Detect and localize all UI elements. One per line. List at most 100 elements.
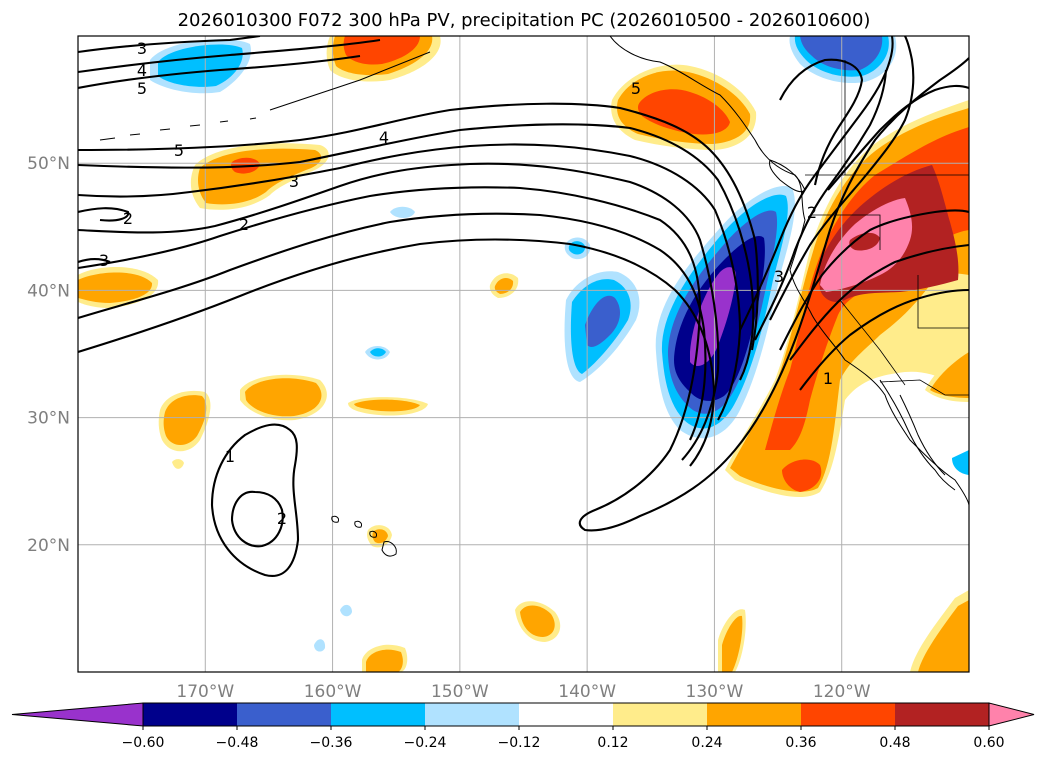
contour-label-2: 2 — [239, 215, 249, 234]
pv-contour-4-nwcoast — [769, 36, 915, 321]
pv-contour-3-north — [78, 36, 261, 54]
colorbar-tick-label: −0.48 — [216, 735, 259, 751]
pv-contour-low-1 — [210, 423, 300, 577]
contour-label-5: 5 — [631, 79, 641, 98]
colorbar-swatch — [331, 703, 426, 726]
contour-label-group: 3 4 5 5 4 3 2 3 2 5 3 1 1 2 2 — [99, 39, 833, 528]
coastline-north-america — [609, 36, 969, 506]
lat-tick-label: 50°N — [27, 154, 70, 174]
colorbar-tick-label: −0.24 — [404, 735, 447, 751]
coastline-gulf-ca — [899, 394, 946, 476]
lon-tick-label: 160°W — [304, 682, 362, 702]
pv-contours — [78, 36, 969, 577]
lon-tick-label: 130°W — [686, 682, 744, 702]
neg-anomaly-small-f — [952, 450, 969, 475]
vancouver-island — [769, 159, 806, 193]
pv-contour-4-north — [78, 38, 381, 74]
hawaii-oahu — [354, 520, 362, 528]
lat-tick-label: 40°N — [27, 281, 70, 301]
border-state-c — [917, 275, 969, 329]
contour-label-3: 3 — [774, 267, 784, 286]
pos-anomaly-south-b-mid — [366, 649, 403, 672]
neg-anomaly-small-b — [390, 206, 415, 218]
pos-anomaly-band-hole — [849, 232, 880, 251]
alaska-peninsula — [269, 51, 431, 111]
pv-contour-2-pacnw — [827, 84, 969, 191]
lat-tick-label: 20°N — [27, 536, 70, 556]
colorbar: −0.60 −0.48 −0.36 −0.24 −0.12 0.12 0.24 0.36 0.4… — [11, 702, 1035, 751]
pos-anomaly-40n-mid — [78, 272, 153, 303]
pv-contour-3-nwcoast — [754, 69, 888, 341]
contour-label-5: 5 — [174, 141, 184, 160]
chart-title: 2026010300 F072 300 hPa PV, precipitatio… — [178, 10, 871, 31]
contour-label-2: 2 — [123, 209, 133, 228]
contour-label-2: 2 — [277, 509, 287, 528]
pv-contour-2-alaska-loop — [779, 58, 864, 186]
pos-anomaly-small-h — [172, 459, 184, 469]
pv-contour-5-loop — [779, 209, 969, 351]
pos-anomaly-band-lower — [782, 459, 822, 492]
colorbar-swatch — [425, 703, 520, 726]
pos-anomaly-30n-west-mid — [163, 395, 207, 445]
colorbar-swatch — [143, 703, 238, 726]
neg-anomaly-small-e — [314, 639, 326, 652]
lon-tick-label: 170°W — [176, 682, 234, 702]
lat-tick-label: 30°N — [27, 409, 70, 429]
colorbar-tick-label: 0.48 — [879, 735, 910, 751]
colorbar-swatch — [801, 703, 896, 726]
contour-label-3: 3 — [137, 39, 147, 58]
pv-contour-west-3 — [78, 257, 111, 263]
contour-label-4: 4 — [137, 61, 147, 80]
neg-anomaly-band-core — [690, 267, 736, 366]
map-frame — [77, 35, 970, 673]
hawaii-maui — [369, 530, 377, 538]
pos-anomaly-south-d-mid — [918, 600, 969, 672]
colorbar-tick-label: 0.60 — [973, 735, 1004, 751]
contour-label-4: 4 — [379, 128, 389, 147]
lon-tick-label: 140°W — [558, 682, 616, 702]
contour-label-3: 3 — [99, 251, 109, 270]
hawaii-big-island — [381, 541, 397, 557]
neg-anomaly-small-c-core — [370, 348, 386, 357]
colorbar-swatch — [707, 703, 802, 726]
longitude-labels: 170°W 160°W 150°W 140°W 130°W 120°W — [176, 682, 870, 702]
map-layers: 3 4 5 5 4 3 2 3 2 5 3 1 1 2 2 — [78, 36, 969, 672]
colorbar-swatch — [895, 703, 990, 726]
pos-anomaly-south-a-mid — [520, 605, 555, 637]
colorbar-tick-label: 0.24 — [691, 735, 722, 751]
pos-anomaly-35n-mid — [245, 378, 322, 417]
pv-contour-3-main — [78, 143, 742, 421]
pv-contour-west-2 — [78, 207, 130, 222]
neg-anomaly-small-d — [340, 604, 352, 617]
pv-contour-4-main — [78, 123, 755, 381]
hawaii-kauai — [331, 515, 339, 523]
colorbar-tick-label: −0.36 — [310, 735, 353, 751]
latitude-labels: 20°N 30°N 40°N 50°N — [27, 154, 70, 556]
colorbar-extend-high — [988, 702, 1035, 727]
pv-contour-5-main — [78, 102, 759, 351]
colorbar-tick-label: 0.36 — [785, 735, 816, 751]
colorbar-swatch — [519, 703, 614, 726]
colorbar-tick-label: 0.12 — [597, 735, 628, 751]
colorbar-tick-label: −0.12 — [498, 735, 541, 751]
lon-tick-label: 150°W — [431, 682, 489, 702]
border-us-mexico — [879, 379, 969, 396]
contour-label-1: 1 — [225, 447, 235, 466]
border-state-b — [839, 299, 906, 386]
colorbar-frame — [142, 702, 990, 727]
pos-anomaly-mexico-mid — [930, 352, 969, 398]
pv-contour-low-2 — [230, 490, 284, 548]
aleutian-islands — [99, 117, 257, 141]
coastline-baja — [879, 379, 956, 491]
contour-label-1: 1 — [823, 369, 833, 388]
pv-contour-2-lower — [78, 212, 707, 441]
pv-contour-4-inner-loop — [789, 243, 969, 361]
neg-anomaly-140w-core — [585, 295, 621, 347]
colorbar-swatch — [613, 703, 708, 726]
pv-contour-1-main — [78, 57, 969, 532]
colorbar-tick-label: −0.60 — [122, 735, 165, 751]
contour-label-2: 2 — [807, 203, 817, 222]
contour-label-5: 5 — [137, 79, 147, 98]
pv-contour-3-south-east — [799, 288, 969, 391]
pv-contour-2-main — [78, 162, 720, 461]
